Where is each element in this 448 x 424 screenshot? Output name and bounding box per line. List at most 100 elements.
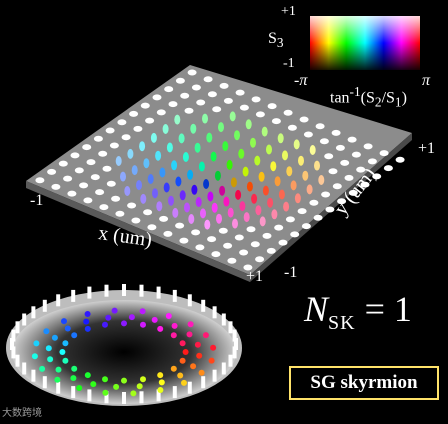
- inner-spin-dot: [59, 349, 65, 355]
- inner-spin-dot: [85, 311, 91, 317]
- spin-dot: [211, 251, 220, 257]
- spin-dot: [295, 193, 301, 203]
- spin-dot: [211, 152, 217, 162]
- spin-dot: [203, 179, 209, 189]
- spin-dot: [219, 186, 225, 196]
- spin-dot: [106, 128, 115, 134]
- inner-spin-dot: [121, 320, 127, 326]
- spin-dot: [228, 208, 234, 218]
- inner-spin-dot: [129, 314, 135, 320]
- edge-spin-arrow: [22, 314, 26, 326]
- spin-dot: [148, 174, 154, 184]
- spin-dot: [332, 130, 341, 136]
- spin-dot: [239, 201, 245, 211]
- spin-dot: [95, 189, 104, 195]
- spin-dot: [179, 133, 185, 143]
- spin-dot: [191, 229, 200, 235]
- spin-dot: [320, 138, 329, 144]
- inner-spin-dot: [102, 322, 108, 328]
- spin-dot: [318, 175, 324, 185]
- spin-dot: [238, 149, 244, 159]
- spin-dot: [259, 172, 265, 182]
- spin-dot: [133, 126, 142, 132]
- spin-dot: [288, 125, 297, 131]
- spin-dot: [333, 183, 342, 189]
- spin-dot: [199, 162, 205, 172]
- inner-spin-dot: [33, 340, 39, 346]
- spin-dot: [255, 256, 264, 262]
- spin-dot: [63, 176, 72, 182]
- y-tick-far: +1: [418, 140, 435, 158]
- spin-dot: [231, 177, 237, 187]
- spin-dot: [298, 208, 307, 214]
- spin-dot: [188, 70, 197, 76]
- spin-dot: [169, 101, 178, 107]
- spin-dot: [124, 186, 130, 196]
- spin-dot: [188, 214, 194, 224]
- spin-dot: [183, 152, 189, 162]
- spin-dot: [175, 223, 184, 229]
- edge-spin-arrow: [233, 330, 237, 342]
- spin-dot: [167, 143, 173, 153]
- inner-spin-dot: [54, 377, 60, 383]
- spin-dot: [298, 156, 304, 166]
- inner-spin-dot: [180, 358, 186, 364]
- edge-spin-arrow: [11, 330, 15, 342]
- spin-dot: [71, 152, 80, 158]
- edge-spin-arrow: [188, 294, 192, 306]
- edge-spin-arrow: [71, 386, 75, 398]
- spin-dot: [244, 212, 250, 222]
- spin-dot: [278, 133, 284, 143]
- spin-dot: [348, 137, 357, 143]
- edge-spin-arrow: [87, 389, 91, 401]
- spin-dot: [107, 181, 116, 187]
- spin-dot: [223, 197, 229, 207]
- inner-spin-dot: [140, 308, 146, 314]
- spin-dot: [310, 145, 316, 155]
- edge-spin-arrow: [31, 306, 35, 318]
- spin-dot: [110, 143, 119, 149]
- spin-dot: [283, 202, 289, 212]
- inner-spin-dot: [159, 379, 165, 385]
- spin-dot: [307, 184, 313, 194]
- inner-spin-dot: [152, 317, 158, 323]
- inner-spin-dot: [203, 332, 209, 338]
- spin-dot: [304, 132, 313, 138]
- edge-spin-arrow: [222, 363, 226, 375]
- spin-dot: [224, 98, 233, 104]
- spin-dot: [117, 119, 126, 125]
- edge-spin-arrow: [56, 294, 60, 306]
- edge-spin-arrow: [16, 355, 20, 367]
- spin-dot: [127, 149, 133, 159]
- edge-spin-arrow: [122, 392, 126, 404]
- spin-dot: [220, 83, 229, 89]
- colorbar-bottom-value: -1: [283, 56, 295, 72]
- spin-dot: [212, 203, 218, 213]
- spin-dot: [159, 168, 165, 178]
- spin-dot: [94, 136, 103, 142]
- spin-dot: [139, 141, 145, 151]
- spin-dot: [286, 216, 295, 222]
- inner-spin-dot: [157, 372, 163, 378]
- spin-dot: [329, 168, 338, 174]
- inner-spin-dot: [52, 335, 58, 341]
- inner-spin-dot: [105, 315, 111, 321]
- spin-dot: [196, 197, 202, 207]
- spin-dot: [83, 197, 92, 203]
- spin-dot: [324, 153, 333, 159]
- spin-dot: [143, 209, 152, 215]
- inner-spin-dot: [172, 323, 178, 329]
- spin-dot: [163, 231, 172, 237]
- spin-dot: [51, 184, 60, 190]
- spin-dot: [131, 218, 140, 224]
- spin-dot: [180, 93, 189, 99]
- spin-dot: [155, 151, 161, 161]
- inner-spin-dot: [166, 313, 172, 319]
- spin-dot: [168, 196, 174, 206]
- spin-dot: [159, 216, 168, 222]
- spin-dot: [234, 130, 240, 140]
- spin-dot: [352, 152, 361, 158]
- spin-dot: [267, 248, 276, 254]
- spin-dot: [232, 219, 238, 229]
- spin-dot: [216, 214, 222, 224]
